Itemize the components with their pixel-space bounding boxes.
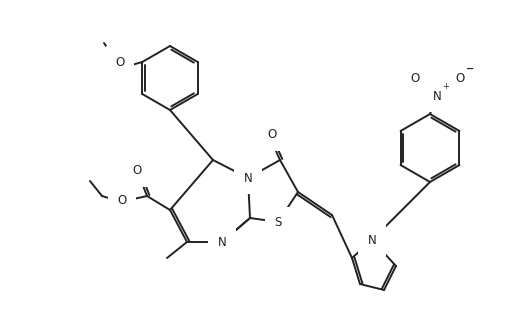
Text: −: − <box>466 64 474 74</box>
Text: N: N <box>244 171 252 185</box>
Text: O: O <box>132 164 142 178</box>
Text: O: O <box>411 72 419 86</box>
Text: N: N <box>432 89 441 103</box>
Text: O: O <box>267 129 277 141</box>
Text: N: N <box>368 234 376 246</box>
Text: +: + <box>442 82 449 91</box>
Text: O: O <box>115 56 125 68</box>
Text: N: N <box>218 236 227 248</box>
Text: O: O <box>117 193 127 207</box>
Text: S: S <box>275 216 282 230</box>
Text: O: O <box>455 72 465 86</box>
